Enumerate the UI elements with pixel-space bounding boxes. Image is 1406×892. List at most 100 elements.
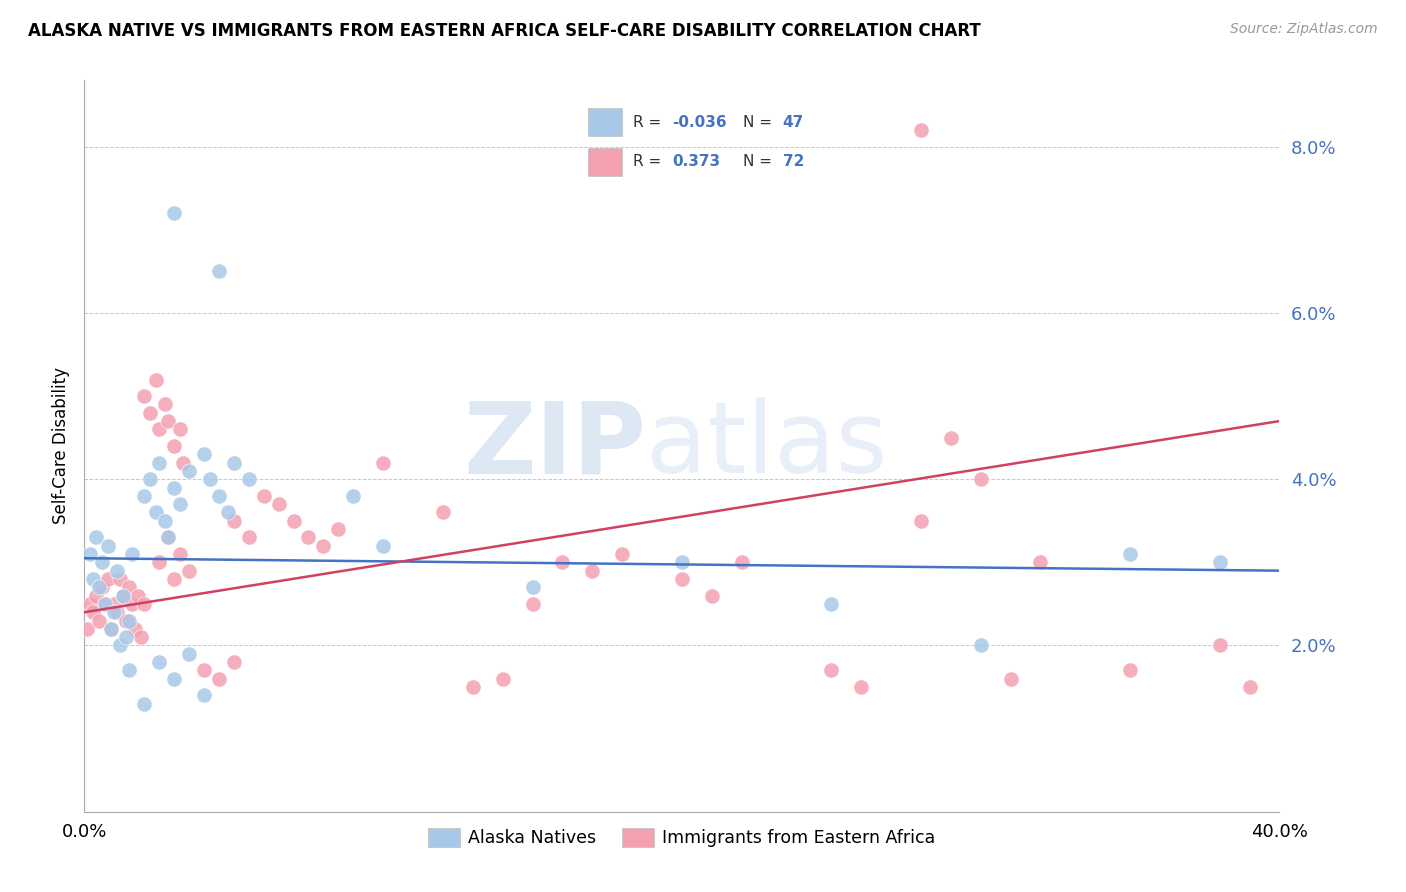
Text: ZIP: ZIP [463, 398, 647, 494]
Point [177, 464, 200, 478]
Point [492, 672, 515, 686]
Point [118, 664, 141, 678]
Point [97, 572, 120, 586]
Point [157, 530, 180, 544]
Point [89, 580, 111, 594]
Point [139, 406, 162, 420]
Point [163, 439, 186, 453]
Point [105, 605, 128, 619]
Point [132, 489, 156, 503]
Point [312, 539, 335, 553]
Point [208, 264, 231, 278]
Point [153, 514, 176, 528]
Text: atlas: atlas [647, 398, 887, 494]
Point [86, 589, 108, 603]
Point [551, 555, 574, 569]
Point [91, 580, 114, 594]
Point [163, 672, 186, 686]
Point [461, 680, 484, 694]
Point [1209, 639, 1232, 653]
Point [118, 614, 141, 628]
Point [115, 614, 138, 628]
Point [139, 472, 162, 486]
Point [222, 655, 245, 669]
Point [163, 572, 186, 586]
Point [132, 697, 156, 711]
Point [94, 597, 117, 611]
Point [148, 655, 170, 669]
Point [208, 489, 231, 503]
Point [238, 472, 260, 486]
Point [157, 530, 180, 544]
Point [112, 589, 135, 603]
Point [97, 539, 120, 553]
Point [671, 555, 693, 569]
Point [373, 539, 395, 553]
Text: Source: ZipAtlas.com: Source: ZipAtlas.com [1230, 22, 1378, 37]
Point [148, 555, 170, 569]
Legend: Alaska Natives, Immigrants from Eastern Africa: Alaska Natives, Immigrants from Eastern … [422, 821, 942, 855]
Point [94, 597, 117, 611]
Point [112, 589, 135, 603]
Point [103, 605, 125, 619]
Point [115, 630, 138, 644]
Point [121, 597, 143, 611]
Point [91, 555, 114, 569]
Point [110, 639, 132, 653]
Point [82, 605, 104, 619]
Point [522, 597, 544, 611]
Point [129, 630, 152, 644]
Point [121, 547, 143, 561]
Point [153, 397, 176, 411]
Point [939, 431, 962, 445]
Point [970, 639, 993, 653]
Point [145, 372, 167, 386]
Point [198, 472, 221, 486]
Point [253, 489, 276, 503]
Point [163, 206, 186, 220]
Point [76, 622, 98, 636]
Point [169, 547, 191, 561]
Point [100, 622, 122, 636]
Point [124, 622, 146, 636]
Point [193, 447, 215, 461]
Point [172, 456, 194, 470]
Point [267, 497, 290, 511]
Point [1029, 555, 1052, 569]
Point [118, 580, 141, 594]
Point [110, 572, 132, 586]
Point [820, 597, 842, 611]
Point [522, 580, 544, 594]
Point [1000, 672, 1022, 686]
Point [432, 506, 454, 520]
Point [1119, 664, 1142, 678]
Point [851, 680, 873, 694]
Y-axis label: Self-Care Disability: Self-Care Disability [52, 368, 70, 524]
Point [342, 489, 364, 503]
Point [208, 672, 231, 686]
Point [731, 555, 754, 569]
Point [169, 422, 191, 436]
Point [373, 456, 395, 470]
Point [328, 522, 350, 536]
Point [79, 547, 101, 561]
Point [1209, 555, 1232, 569]
Point [163, 481, 186, 495]
Point [169, 497, 191, 511]
Point [148, 456, 170, 470]
Point [177, 647, 200, 661]
Point [79, 597, 101, 611]
Point [217, 506, 239, 520]
Point [132, 389, 156, 403]
Point [1119, 547, 1142, 561]
Point [222, 456, 245, 470]
Point [238, 530, 260, 544]
Point [910, 123, 932, 137]
Point [103, 597, 125, 611]
Point [127, 589, 149, 603]
Point [700, 589, 723, 603]
Point [820, 664, 842, 678]
Point [193, 689, 215, 703]
Point [105, 564, 128, 578]
Point [177, 564, 200, 578]
